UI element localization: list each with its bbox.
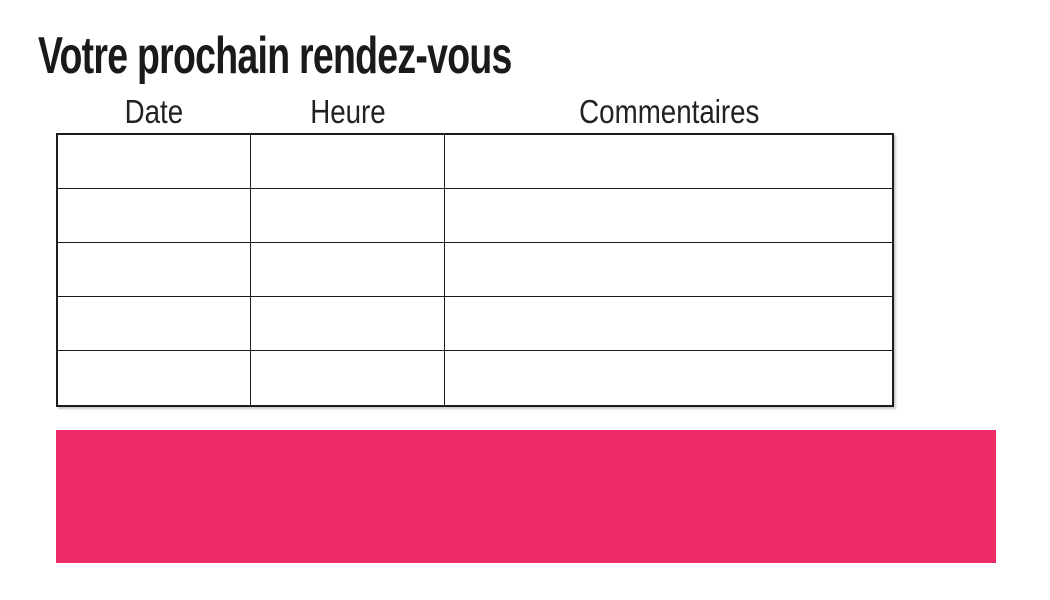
table-cell xyxy=(58,135,251,189)
column-header-date: Date xyxy=(124,93,183,130)
table-cell xyxy=(58,189,251,243)
table-cell xyxy=(445,135,892,189)
column-header-heure: Heure xyxy=(310,93,386,130)
page-title: Votre prochain rendez-vous xyxy=(38,27,512,85)
table-cell xyxy=(58,243,251,297)
table-cell xyxy=(58,351,251,405)
table-cell xyxy=(251,135,445,189)
appointments-table xyxy=(56,133,894,407)
table-cell xyxy=(251,189,445,243)
table-cell xyxy=(251,243,445,297)
table-cell xyxy=(251,351,445,405)
table-cell xyxy=(58,297,251,351)
table-cell xyxy=(445,297,892,351)
table-header-row: Date Heure Commentaires xyxy=(56,92,893,128)
column-header-commentaires: Commentaires xyxy=(578,93,760,130)
table-cell xyxy=(445,351,892,405)
table-cell xyxy=(445,243,892,297)
table-cell xyxy=(445,189,892,243)
highlight-banner xyxy=(56,430,996,563)
table-cell xyxy=(251,297,445,351)
